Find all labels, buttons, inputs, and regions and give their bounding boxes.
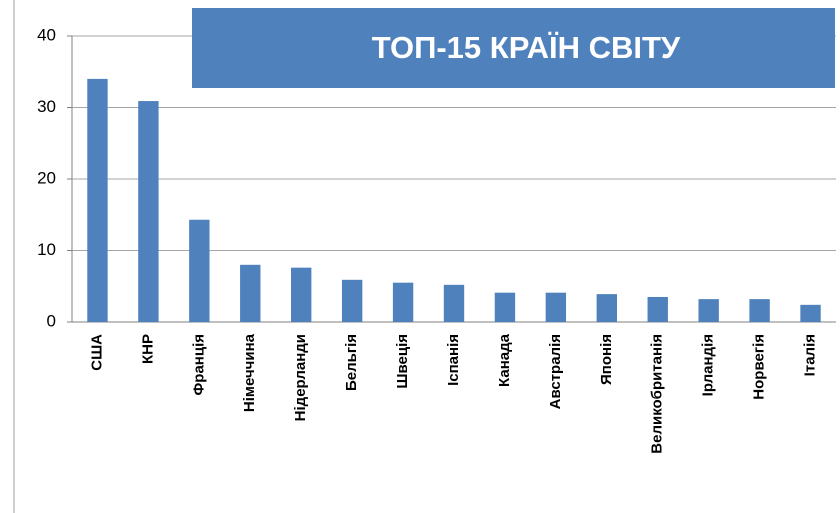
bar	[749, 299, 770, 322]
x-tick-label: Німеччина	[241, 333, 258, 412]
x-tick-label: Бельгія	[343, 334, 360, 391]
x-tick-label: Італія	[802, 334, 819, 376]
bar	[189, 219, 210, 322]
bar	[291, 267, 312, 322]
y-tick-label: 20	[37, 168, 56, 187]
bar	[647, 296, 668, 322]
x-tick-label: КНР	[139, 334, 156, 364]
plot-area: 0 10 20 30 40 США КНР Франція Німеччина Нідерланд…	[37, 25, 836, 454]
bar	[494, 292, 516, 322]
x-tick-label: Австралія	[547, 334, 564, 409]
bar	[545, 292, 567, 322]
x-tick-label: Франція	[190, 334, 207, 396]
bar	[341, 279, 363, 322]
x-tick-label: Нідерланди	[292, 334, 309, 421]
chart-title: ТОП-15 КРАЇН СВІТУ	[372, 30, 681, 65]
y-tick-label: 10	[37, 240, 56, 259]
bar	[392, 282, 414, 322]
x-tick-label: Японія	[598, 334, 615, 385]
y-tick-label: 0	[47, 311, 56, 330]
x-tick-label: США	[88, 334, 105, 371]
bar	[596, 294, 617, 322]
x-tick-label: Швеція	[394, 334, 411, 389]
x-tick-label: Норвегія	[751, 334, 768, 400]
x-tick-label: Великобританія	[649, 334, 666, 454]
bar	[87, 78, 108, 323]
y-tick-label: 40	[37, 25, 56, 44]
x-tick-label: Ірландія	[700, 334, 717, 396]
bar	[698, 299, 719, 322]
x-tick-label: Канада	[496, 333, 513, 387]
bar	[240, 264, 261, 322]
x-tick-label: Іспанія	[445, 334, 462, 386]
title-box	[192, 8, 835, 88]
bar	[443, 284, 465, 322]
bar	[800, 304, 821, 322]
bar	[138, 101, 159, 322]
chart-frame	[13, 0, 15, 513]
y-tick-label: 30	[37, 97, 56, 116]
